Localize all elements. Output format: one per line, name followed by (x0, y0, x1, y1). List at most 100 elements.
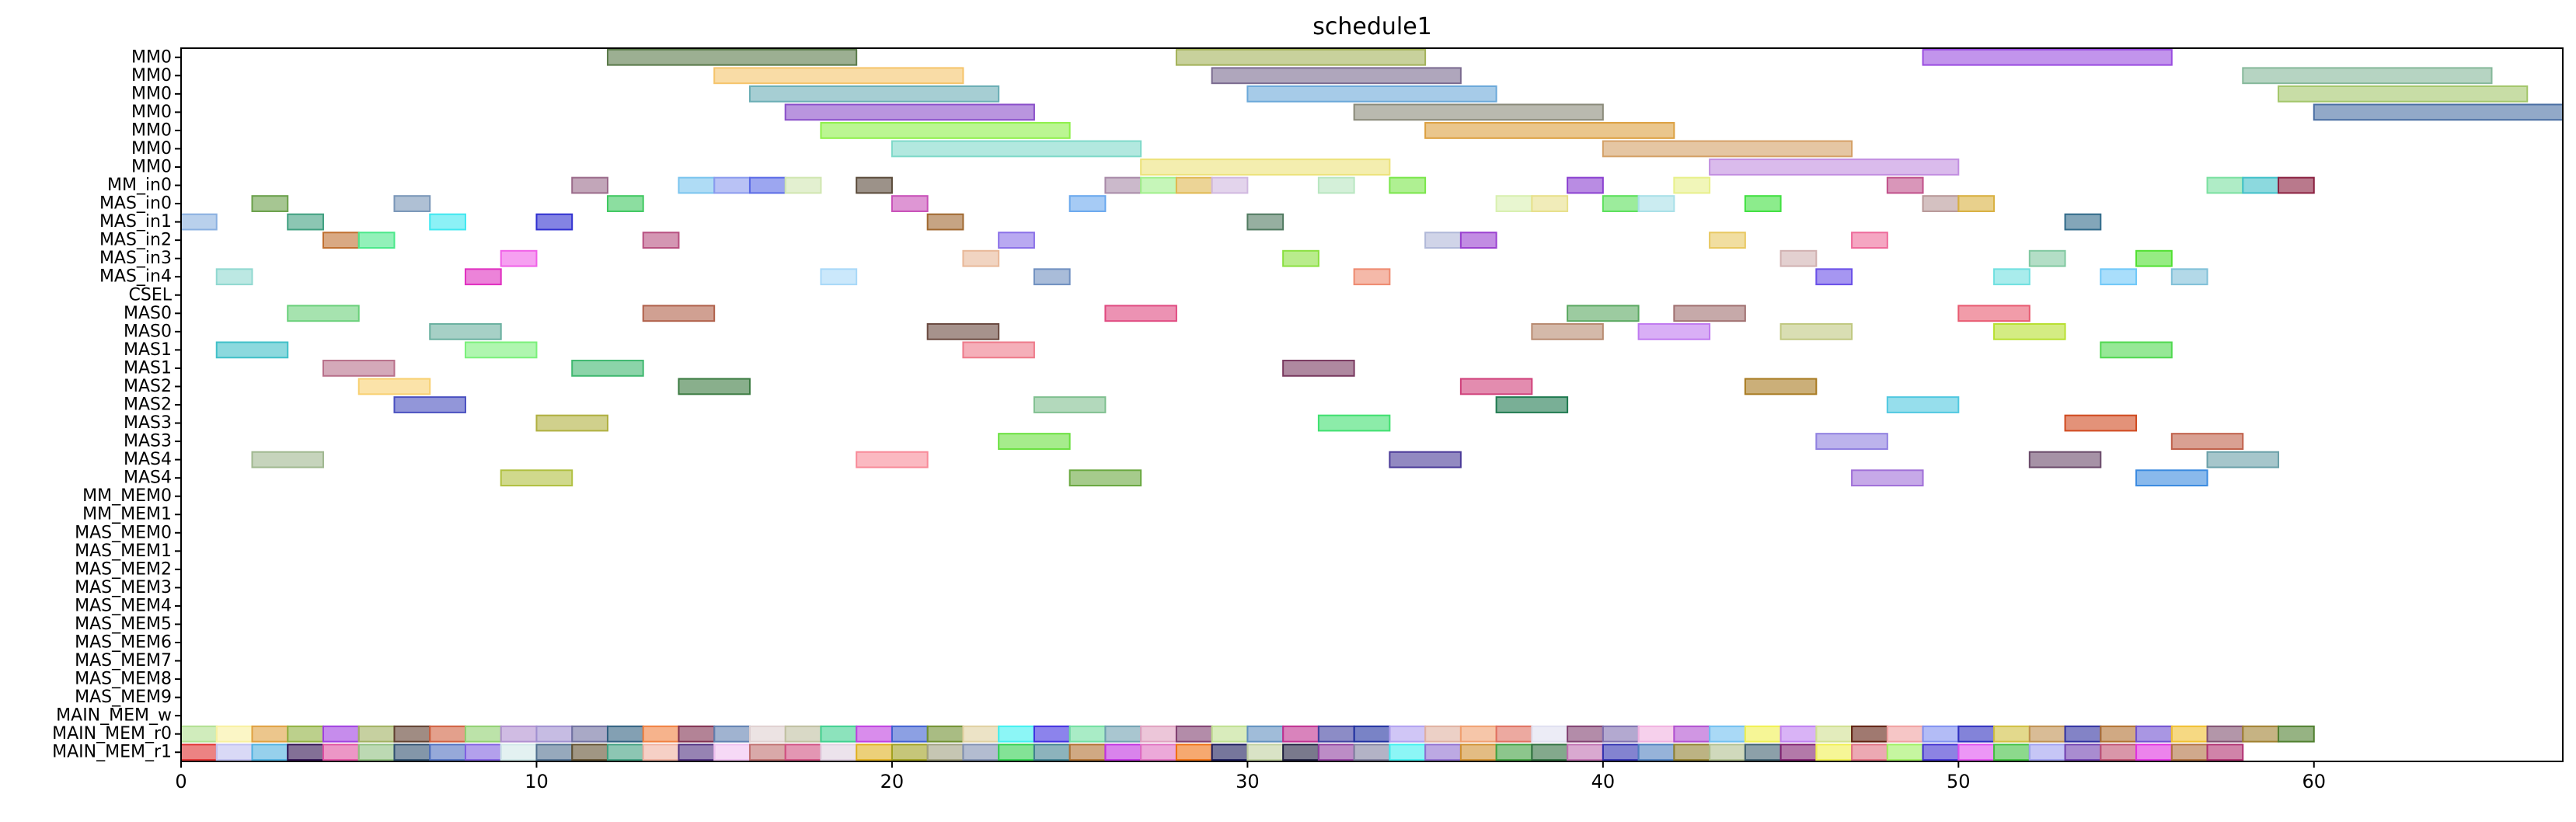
task-bar (678, 725, 716, 743)
task-bar (962, 249, 1000, 267)
task-bar (1068, 725, 1107, 743)
task-bar (1495, 744, 1533, 761)
task-bar (1957, 744, 1996, 761)
y-tick-label: MAS1 (124, 340, 172, 360)
task-bar (784, 725, 822, 743)
task-bar (926, 725, 964, 743)
task-bar (713, 67, 964, 85)
task-bar (1389, 176, 1427, 194)
y-tick-label: MAS1 (124, 358, 172, 378)
task-bar (1637, 725, 1675, 743)
task-bar (1779, 322, 1853, 340)
task-bar (678, 744, 716, 761)
y-tick-label: MAS_in1 (99, 212, 172, 232)
task-bar (2206, 451, 2280, 468)
task-bar (2064, 744, 2102, 761)
task-bar (464, 341, 538, 359)
chart-title: schedule1 (1312, 13, 1432, 40)
task-bar (998, 744, 1035, 761)
y-tick-label: MAS_in3 (99, 249, 172, 268)
task-bar (1389, 725, 1427, 743)
task-bar (642, 744, 680, 761)
task-bar (1175, 744, 1213, 761)
task-bar (1957, 725, 1996, 743)
task-bar (2206, 176, 2244, 194)
task-bar (998, 725, 1035, 743)
task-bar (1744, 378, 1818, 395)
task-bar (856, 725, 893, 743)
task-bar (251, 451, 324, 468)
task-bar (2242, 725, 2280, 743)
task-bar (2135, 744, 2173, 761)
task-bar (1104, 176, 1142, 194)
task-bar (1495, 725, 1533, 743)
task-bar (926, 213, 964, 231)
x-tick-label: 50 (1947, 771, 1971, 792)
y-tick-label: MM0 (131, 158, 172, 177)
task-bar (2028, 725, 2066, 743)
y-tick-label: MM0 (131, 84, 172, 103)
task-bar (571, 360, 644, 377)
y-tick-label: MM_in0 (107, 176, 172, 195)
task-bar (1495, 195, 1533, 212)
x-tick-label: 60 (2302, 771, 2327, 792)
task-bar (820, 122, 1071, 139)
task-bar (926, 744, 964, 761)
task-bar (500, 744, 538, 761)
task-bar (2064, 213, 2102, 231)
task-bar (1104, 725, 1142, 743)
task-bar (1886, 744, 1924, 761)
task-bar (1993, 744, 2030, 761)
task-bar (1744, 725, 1782, 743)
task-bar (1246, 744, 1285, 761)
task-bar (2278, 85, 2529, 103)
x-axis: 0 10 20 30 40 50 60 (175, 761, 2326, 792)
task-bar (464, 725, 502, 743)
task-bar (1709, 744, 1746, 761)
task-bar (1744, 195, 1782, 212)
task-bar (429, 725, 466, 743)
task-bar (678, 378, 751, 395)
task-bar (2100, 341, 2173, 359)
task-bar (215, 725, 253, 743)
task-bar (180, 744, 218, 761)
task-bar (464, 744, 502, 761)
task-bars (180, 48, 2564, 761)
y-tick-label: MAS_MEM9 (75, 688, 172, 707)
task-bar (1709, 232, 1746, 249)
y-tick-label: MAIN_MEM_w (56, 706, 172, 726)
task-bar (1175, 176, 1213, 194)
y-tick-label: MAIN_MEM_r0 (52, 724, 172, 744)
task-bar (784, 103, 1035, 121)
task-bar (1068, 469, 1142, 487)
task-bar (429, 744, 466, 761)
task-bar (1673, 305, 1746, 322)
task-bar (2206, 725, 2244, 743)
task-bar (1851, 744, 1888, 761)
task-bar (642, 305, 716, 322)
task-bar (1175, 725, 1213, 743)
task-bar (1317, 176, 1355, 194)
task-bar (535, 744, 573, 761)
y-tick-label: MM_MEM0 (82, 486, 172, 506)
task-bar (1637, 195, 1675, 212)
task-bar (393, 396, 466, 413)
task-bar (1389, 451, 1462, 468)
task-bar (1637, 322, 1711, 340)
task-bar (1886, 176, 1924, 194)
task-bar (1140, 176, 1177, 194)
task-bar (287, 305, 360, 322)
task-bar (820, 725, 858, 743)
task-bar (2170, 744, 2208, 761)
task-bar (1068, 195, 1107, 212)
y-tick-label: MAS3 (124, 413, 172, 433)
task-bar (1815, 268, 1853, 286)
task-bar (1033, 744, 1071, 761)
task-bar (2170, 725, 2208, 743)
task-bar (2064, 725, 2102, 743)
y-tick-label: MM0 (131, 139, 172, 158)
task-bar (1211, 176, 1249, 194)
task-bar (1424, 122, 1675, 139)
task-bar (1068, 744, 1107, 761)
